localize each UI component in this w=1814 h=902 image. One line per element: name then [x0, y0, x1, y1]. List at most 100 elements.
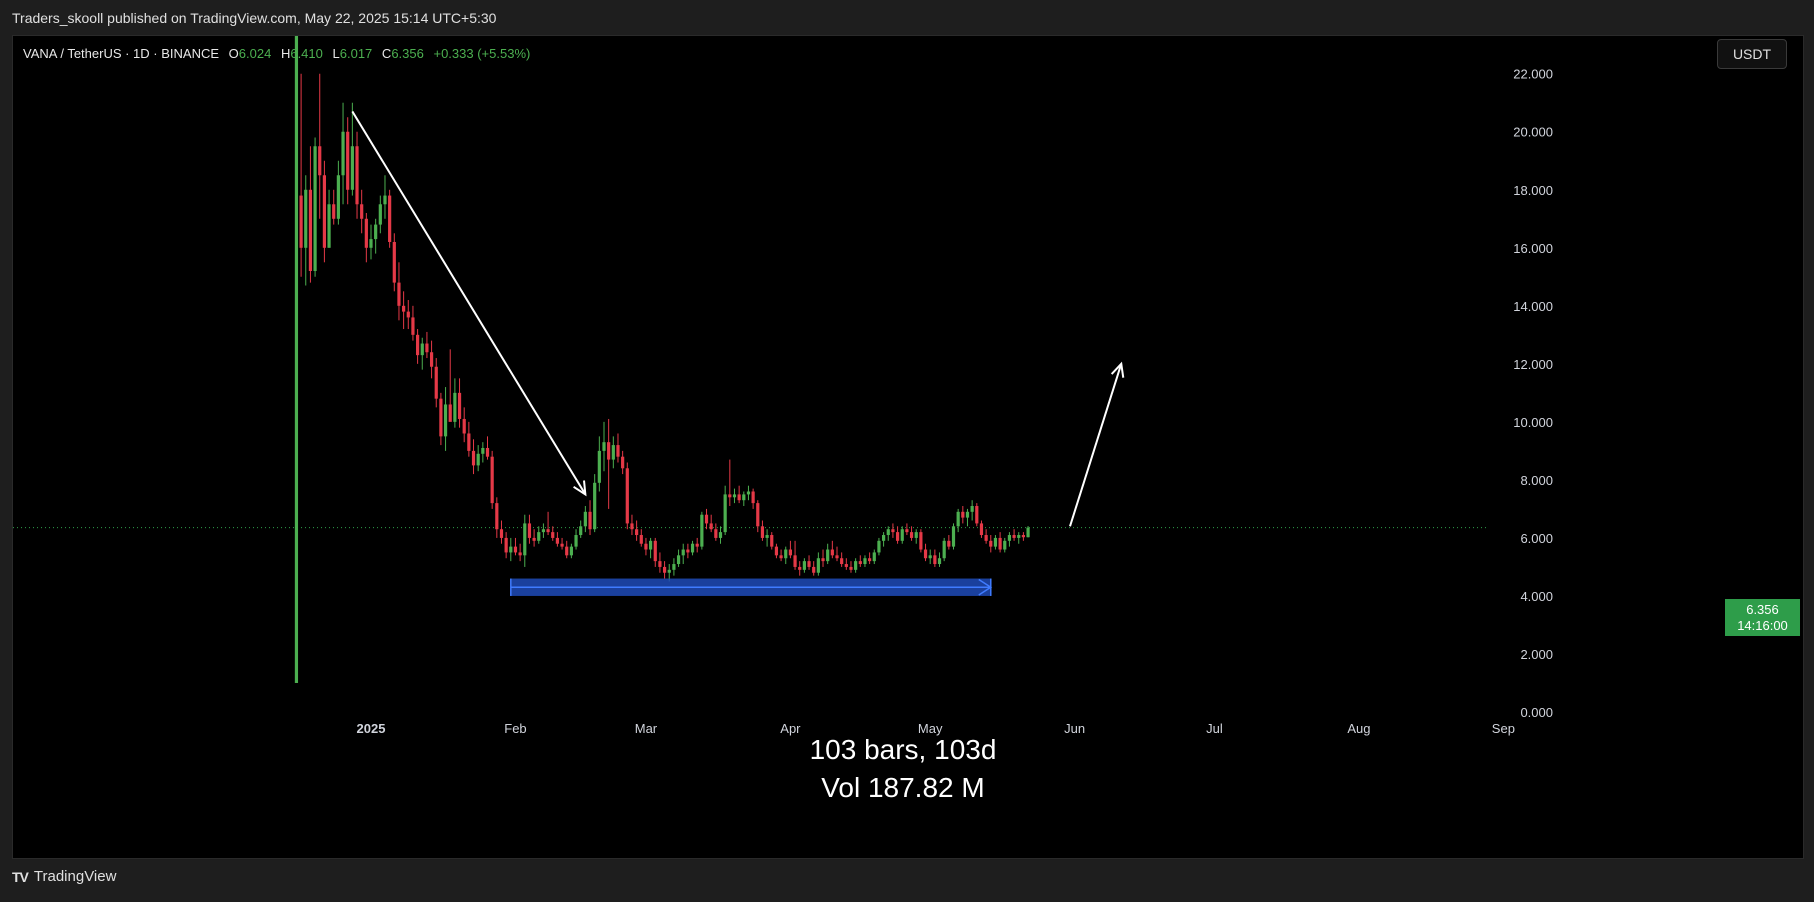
candle-body: [667, 569, 671, 573]
candle-body: [388, 195, 392, 242]
candle-body: [1007, 535, 1012, 541]
candle-body: [816, 558, 820, 573]
chart-panel[interactable]: 0.000 2.000 4.000 6.000 8.000 10.000 12.000 14.…: [12, 35, 1804, 859]
candle-body: [989, 540, 993, 547]
symbol-name: VANA / TetherUS · 1D · BINANCE: [23, 46, 220, 61]
candle-body: [1017, 535, 1021, 538]
time-axis-label: Jun: [1064, 721, 1085, 736]
candle-body: [495, 503, 499, 530]
candle-body: [737, 494, 741, 501]
candle-body: [574, 535, 578, 547]
last-price-value: 6.356: [1746, 602, 1779, 617]
price-axis-label: 2.000: [1520, 647, 1553, 662]
candle-body: [858, 561, 862, 565]
candle-body: [308, 189, 313, 272]
candle-body: [537, 532, 541, 541]
candle-layer: [294, 36, 1030, 683]
candle-body: [527, 523, 532, 538]
candle-body: [490, 456, 494, 504]
candle-body: [322, 175, 326, 248]
candle-body: [294, 36, 299, 683]
candle-body: [830, 549, 834, 556]
candle-body: [597, 450, 601, 483]
candle-body: [499, 529, 504, 538]
price-axis-label: 12.000: [1513, 357, 1553, 372]
candle-body: [877, 540, 881, 553]
candle-body: [532, 537, 536, 541]
time-axis-label: Jul: [1206, 721, 1223, 736]
candle-body: [961, 511, 965, 518]
price-axis-label: 8.000: [1520, 473, 1553, 488]
candle-body: [970, 506, 974, 512]
price-axis-label: 0.000: [1520, 705, 1553, 720]
tradingview-logo-icon: TV: [12, 868, 29, 885]
currency-button[interactable]: USDT: [1717, 39, 1787, 69]
candlestick-chart[interactable]: 0.000 2.000 4.000 6.000 8.000 10.000 12.000 14.…: [13, 36, 1803, 858]
candle-body: [923, 549, 928, 559]
candle-body: [304, 189, 308, 248]
candle-body: [714, 529, 718, 538]
candle-body: [639, 535, 643, 544]
candle-body: [583, 511, 587, 527]
candle-body: [933, 555, 937, 565]
candle-body: [984, 535, 988, 541]
candle-body: [378, 204, 382, 225]
candle-body: [523, 523, 527, 556]
candle-body: [462, 418, 466, 434]
candle-body: [700, 514, 704, 547]
candle-body: [905, 529, 909, 533]
candle-body: [686, 549, 690, 553]
candle-body: [844, 564, 848, 567]
tradingview-footer[interactable]: TV TradingView: [12, 868, 116, 885]
candle-body: [909, 532, 914, 538]
time-axis-label: Sep: [1492, 721, 1515, 736]
candle-body: [854, 561, 858, 570]
candle-body: [621, 456, 625, 469]
candle-body: [555, 537, 559, 544]
candle-body: [672, 564, 676, 570]
tradingview-brand: TradingView: [33, 868, 117, 885]
symbol-legend: VANA / TetherUS · 1D · BINANCE O6.024 H6…: [23, 46, 530, 61]
candle-body: [1021, 535, 1025, 538]
candle-body: [942, 540, 946, 559]
candle-body: [374, 224, 378, 240]
candle-body: [802, 561, 806, 570]
candle-body: [979, 523, 984, 536]
candle-body: [732, 494, 737, 498]
candle-body: [742, 494, 746, 501]
candle-body: [709, 523, 713, 530]
price-axis-label: 22.000: [1513, 67, 1553, 82]
candle-body: [826, 549, 830, 562]
candle-body: [947, 540, 951, 547]
trend-arrow-head: [573, 480, 587, 497]
candle-body: [369, 239, 373, 248]
candle-body: [546, 529, 550, 533]
candle-body: [611, 445, 615, 460]
publisher-caption: Traders_skooll published on TradingView.…: [12, 10, 497, 26]
time-axis-label: 2025: [357, 721, 386, 736]
change-value: +0.333 (+5.53%): [433, 46, 531, 61]
candle-body: [690, 543, 695, 553]
candle-body: [504, 537, 508, 553]
candle-body: [318, 146, 322, 176]
candle-body: [681, 549, 685, 556]
price-axis-label: 18.000: [1513, 183, 1553, 198]
candle-body: [481, 447, 485, 454]
candle-body: [644, 543, 648, 550]
price-axis-label: 10.000: [1513, 415, 1553, 430]
candle-body: [793, 555, 797, 567]
time-axis-label: Feb: [504, 721, 526, 736]
candle-body: [840, 558, 844, 565]
candle-body: [770, 535, 774, 547]
time-axis-label: Apr: [780, 721, 801, 736]
candle-body: [476, 453, 480, 466]
candle-body: [327, 204, 331, 248]
price-axis-label: 20.000: [1513, 125, 1553, 140]
candle-body: [406, 311, 410, 318]
candle-body: [509, 546, 513, 553]
candle-body: [434, 366, 438, 399]
candle-body: [416, 334, 420, 356]
candle-body: [704, 514, 709, 524]
candle-body: [625, 468, 629, 524]
candle-body: [882, 535, 886, 541]
